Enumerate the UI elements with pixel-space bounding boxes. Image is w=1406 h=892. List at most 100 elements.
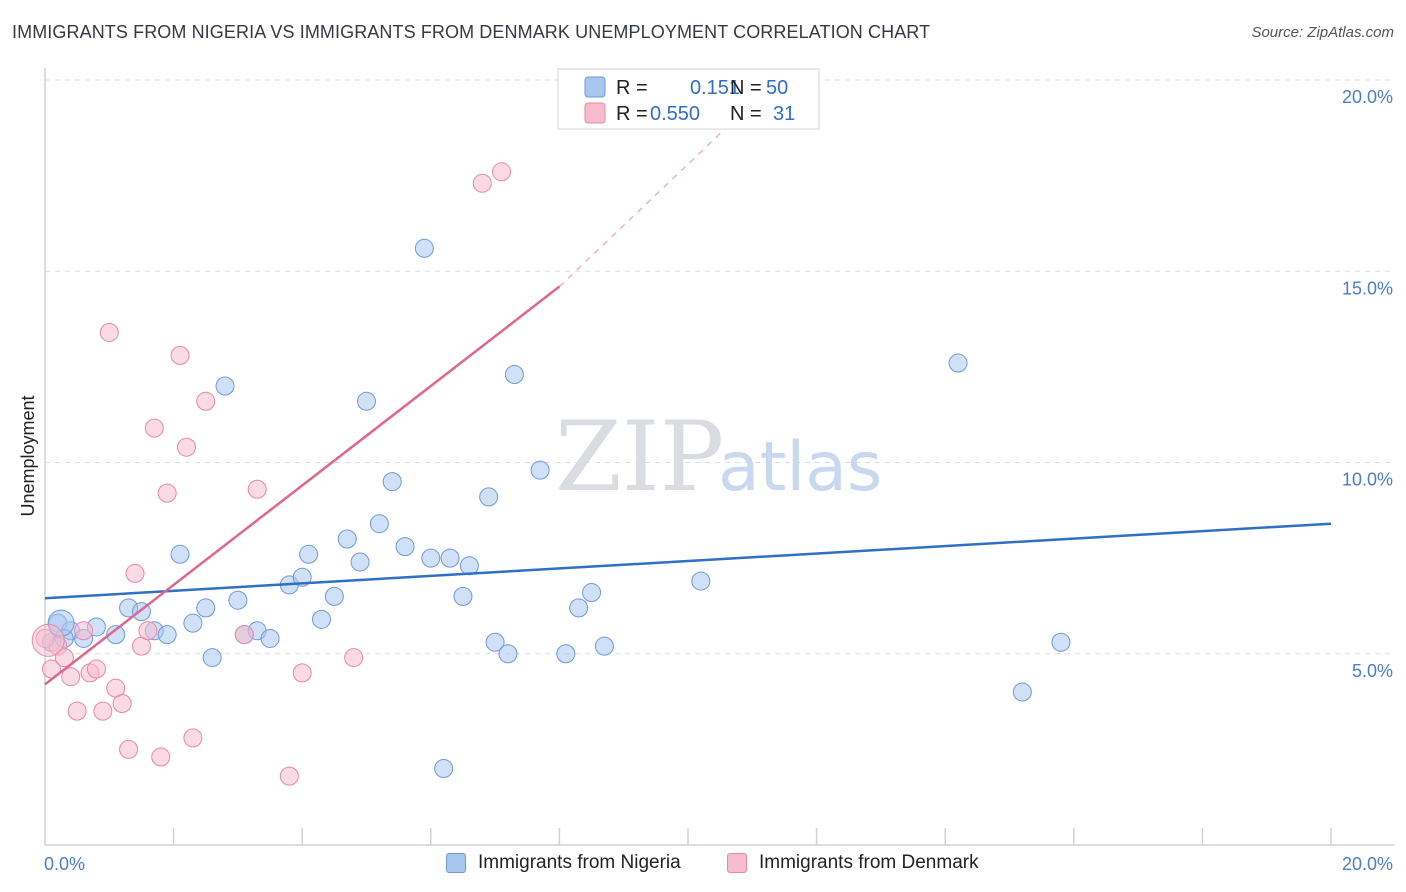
nigeria-point	[530, 460, 550, 480]
nigeria-point	[202, 648, 222, 668]
denmark-point	[31, 623, 65, 657]
denmark-point	[170, 345, 190, 365]
nigeria-point	[228, 590, 248, 610]
bottom-legend-denmark[interactable]: Immigrants from Denmark	[727, 852, 979, 874]
nigeria-point	[183, 613, 203, 633]
watermark: ZIP atlas	[555, 401, 882, 513]
denmark-point	[67, 701, 87, 721]
nigeria-point	[357, 391, 376, 411]
denmark-point	[99, 322, 119, 342]
nigeria-point	[691, 571, 711, 591]
denmark-point	[279, 766, 299, 786]
grid	[45, 79, 1395, 655]
nigeria-point	[1012, 682, 1032, 702]
bottom-legend-swatch-denmark	[727, 853, 747, 873]
nigeria-point	[556, 644, 576, 664]
nigeria-point	[453, 586, 473, 606]
legend-r-value-denmark: 0.550	[650, 103, 700, 125]
nigeria-point	[582, 583, 602, 603]
nigeria-point	[292, 567, 312, 587]
nigeria-point	[414, 238, 434, 258]
watermark-zip: ZIP	[555, 401, 724, 513]
legend-swatch-nigeria	[584, 76, 606, 98]
y-tick-label: 15.0%	[1342, 278, 1393, 298]
nigeria-point	[594, 636, 614, 656]
legend-n-value-nigeria: 50	[766, 77, 788, 99]
nigeria-point	[299, 544, 319, 564]
legend-r-label-nigeria: R =	[616, 77, 648, 99]
denmark-point	[176, 437, 196, 457]
nigeria-point	[434, 759, 454, 778]
nigeria-point	[337, 529, 357, 549]
x-tick-label-max: 20.0%	[1342, 854, 1393, 874]
nigeria-point	[479, 487, 499, 507]
denmark-point	[125, 563, 145, 583]
nigeria-trend-line	[44, 522, 1332, 600]
y-axis-label: Unemployment	[18, 395, 38, 516]
tick-labels: 5.0% 10.0% 15.0% 20.0% 0.0% 20.0%	[44, 87, 1393, 874]
denmark-point	[138, 621, 158, 641]
nigeria-point	[440, 548, 460, 568]
denmark-point	[54, 648, 74, 668]
denmark-point	[151, 747, 171, 767]
legend-n-value-denmark: 31	[773, 103, 795, 125]
legend-n-label-nigeria: N =	[730, 77, 762, 99]
nigeria-point	[196, 598, 216, 618]
bottom-legend-nigeria[interactable]: Immigrants from Nigeria	[446, 852, 681, 874]
watermark-atlas: atlas	[718, 428, 882, 507]
denmark-point	[196, 391, 216, 411]
nigeria-point	[324, 586, 344, 606]
denmark-point	[144, 418, 164, 438]
chart-title: IMMIGRANTS FROM NIGERIA VS IMMIGRANTS FR…	[12, 22, 931, 42]
nigeria-point	[504, 365, 524, 385]
denmark-point	[292, 663, 312, 683]
nigeria-point	[157, 625, 177, 645]
bottom-legend-label-nigeria: Immigrants from Nigeria	[478, 852, 681, 873]
nigeria-point	[369, 514, 389, 534]
nigeria-point	[311, 609, 331, 629]
y-tick-label: 10.0%	[1342, 470, 1393, 490]
denmark-point	[234, 625, 254, 645]
denmark-point	[74, 621, 94, 641]
nigeria-point	[421, 548, 441, 568]
denmark-point	[344, 648, 364, 668]
source-label: Source: ZipAtlas.com	[1251, 24, 1394, 41]
denmark-point	[119, 739, 139, 759]
nigeria-point	[260, 628, 280, 648]
y-tick-label: 5.0%	[1352, 661, 1393, 681]
denmark-point	[472, 173, 492, 193]
legend-r-label-denmark: R =	[616, 103, 648, 125]
points-layer	[31, 162, 1071, 786]
denmark-point	[61, 667, 81, 687]
nigeria-point	[485, 632, 505, 652]
denmark-point	[492, 162, 512, 182]
nigeria-point	[106, 625, 126, 645]
legend-r-value-nigeria: 0.151	[690, 77, 740, 99]
nigeria-point	[170, 544, 190, 564]
nigeria-point	[569, 598, 589, 618]
bottom-legend: Immigrants from Nigeria Immigrants from …	[0, 852, 1406, 878]
top-legend: R = 0.151 N = 50 R = 0.550 N = 31	[557, 68, 820, 130]
bottom-legend-label-denmark: Immigrants from Denmark	[759, 852, 979, 873]
nigeria-point	[395, 537, 415, 557]
denmark-point	[112, 693, 132, 713]
nigeria-point	[382, 472, 402, 492]
nigeria-point	[1051, 632, 1071, 652]
nigeria-point	[215, 376, 235, 396]
y-tick-label: 20.0%	[1342, 87, 1393, 107]
trend-lines	[44, 71, 1332, 686]
denmark-point	[183, 728, 203, 748]
nigeria-point	[948, 353, 968, 373]
bottom-legend-swatch-nigeria	[446, 853, 466, 873]
denmark-point	[157, 483, 177, 503]
denmark-point	[247, 479, 267, 499]
nigeria-point	[498, 644, 518, 664]
denmark-trend-extension	[558, 71, 785, 287]
nigeria-point	[350, 552, 370, 572]
legend-swatch-denmark	[584, 102, 606, 124]
axes	[44, 68, 1395, 846]
denmark-point	[93, 701, 113, 721]
denmark-point	[86, 659, 106, 679]
denmark-trend-line	[44, 285, 561, 686]
